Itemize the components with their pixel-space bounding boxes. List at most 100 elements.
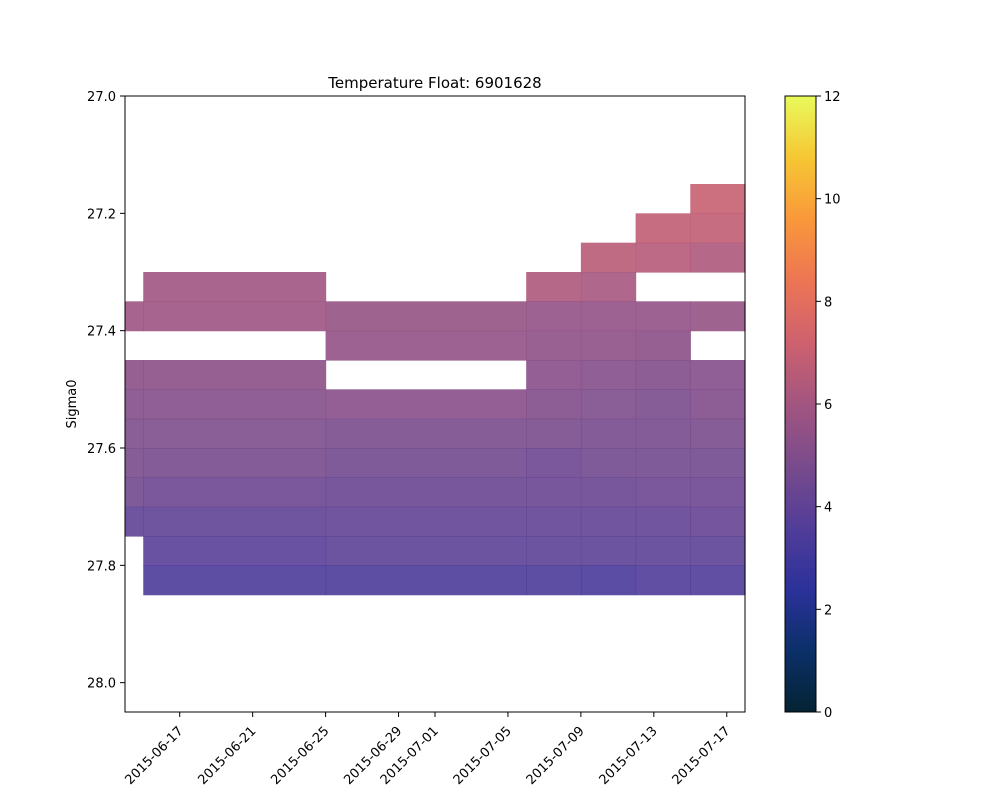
x-tick-label: 2015-07-13 <box>597 724 661 788</box>
heatmap-cell <box>325 448 527 478</box>
heatmap-cell <box>580 389 637 420</box>
heatmap-cell <box>125 360 144 390</box>
y-tick-label: 27.6 <box>87 442 116 457</box>
heatmap-cell <box>635 213 691 244</box>
heatmap-cell <box>143 360 327 390</box>
x-tick-label: 2015-06-25 <box>268 724 332 788</box>
heatmap-cell <box>690 213 746 244</box>
heatmap-cell <box>143 565 327 596</box>
heatmap-cell <box>580 418 637 449</box>
heatmap-cell <box>125 418 144 449</box>
heatmap-cell <box>690 477 746 508</box>
heatmap-cell <box>690 301 746 332</box>
heatmap-cell <box>690 389 746 420</box>
heatmap-cell <box>635 565 691 596</box>
colorbar: 0 2 4 6 8 10 12 <box>784 90 841 721</box>
heatmap-cell <box>125 301 144 332</box>
heatmap-cell <box>526 536 582 566</box>
colorbar-tick-label: 4 <box>824 501 832 516</box>
colorbar-tick-label: 2 <box>824 603 832 618</box>
heatmap-cell <box>580 330 637 361</box>
heatmap-cell <box>690 448 746 478</box>
heatmap-cell <box>526 360 582 390</box>
heatmap-cell <box>690 565 746 596</box>
colorbar-gradient <box>784 95 817 713</box>
heatmap-cell <box>580 536 637 566</box>
heatmap-cell <box>690 536 746 566</box>
x-tick-label: 2015-07-09 <box>524 724 588 788</box>
heatmap-cell <box>635 477 691 508</box>
heatmap-cell <box>635 389 691 420</box>
colorbar-tick-label: 0 <box>824 706 832 721</box>
heatmap-cell <box>526 330 582 361</box>
x-tick-label: 2015-06-21 <box>195 724 259 788</box>
heatmap-cell <box>325 536 527 566</box>
heatmap-cell <box>325 418 527 449</box>
heatmap-cell <box>526 301 582 332</box>
y-tick-label: 28.0 <box>87 677 116 692</box>
heatmap-cell <box>580 506 637 537</box>
heatmap-cell <box>580 477 637 508</box>
y-axis-label: Sigma0 <box>65 379 80 428</box>
y-tick-label: 27.2 <box>87 207 116 222</box>
heatmap-cell <box>635 242 691 273</box>
x-tick-label: 2015-06-17 <box>122 724 186 788</box>
heatmap-cell <box>125 506 144 537</box>
x-axis-ticks: 2015-06-17 2015-06-21 2015-06-25 2015-06-29… <box>122 712 734 788</box>
heatmap-cell <box>143 418 327 449</box>
heatmap-cell <box>580 448 637 478</box>
heatmap-cell <box>325 477 527 508</box>
x-tick-label: 2015-07-05 <box>451 724 515 788</box>
heatmap-cell <box>526 272 582 302</box>
heatmap-cell <box>690 184 746 214</box>
heatmap-cell <box>526 448 582 478</box>
heatmap-cell <box>690 506 746 537</box>
heatmap-cell <box>690 418 746 449</box>
x-tick-label: 2015-07-17 <box>670 724 734 788</box>
colorbar-tick-label: 8 <box>824 295 832 310</box>
heatmap-cell <box>325 301 527 332</box>
y-tick-label: 27.8 <box>87 559 116 574</box>
heatmap-cell <box>325 330 527 361</box>
chart-title: Temperature Float: 6901628 <box>327 74 541 92</box>
heatmap-cell <box>143 506 327 537</box>
heatmap-cells <box>125 184 746 596</box>
heatmap-cell <box>580 242 637 273</box>
heatmap-cell <box>580 301 637 332</box>
heatmap-cell <box>325 389 527 420</box>
heatmap-cell <box>580 360 637 390</box>
heatmap-cell <box>526 418 582 449</box>
heatmap-cell <box>635 418 691 449</box>
heatmap-cell <box>125 477 144 508</box>
heatmap-cell <box>635 506 691 537</box>
heatmap-cell <box>125 448 144 478</box>
heatmap-cell <box>635 330 691 361</box>
heatmap-cell <box>635 536 691 566</box>
heatmap-cell <box>526 565 582 596</box>
heatmap-cell <box>143 477 327 508</box>
heatmap-cell <box>143 448 327 478</box>
heatmap-cell <box>325 565 527 596</box>
heatmap-cell <box>526 506 582 537</box>
heatmap-cell <box>690 242 746 273</box>
heatmap-cell <box>125 389 144 420</box>
heatmap-cell <box>526 389 582 420</box>
heatmap-cell <box>143 536 327 566</box>
colorbar-tick-label: 6 <box>824 398 832 413</box>
heatmap-cell <box>143 389 327 420</box>
y-tick-label: 27.4 <box>87 325 116 340</box>
heatmap-cell <box>690 360 746 390</box>
heatmap-cell <box>526 477 582 508</box>
colorbar-tick-label: 10 <box>824 193 841 208</box>
y-tick-label: 27.0 <box>87 90 116 105</box>
heatmap-cell <box>580 272 637 302</box>
heatmap-cell <box>143 272 327 302</box>
heatmap-cell <box>635 301 691 332</box>
heatmap-cell <box>325 506 527 537</box>
heatmap-cell <box>580 565 637 596</box>
heatmap-cell <box>635 360 691 390</box>
y-axis-ticks: 27.0 27.2 27.4 27.6 27.8 28.0 <box>87 90 125 692</box>
heatmap-cell <box>143 301 327 332</box>
colorbar-tick-label: 12 <box>824 90 841 105</box>
